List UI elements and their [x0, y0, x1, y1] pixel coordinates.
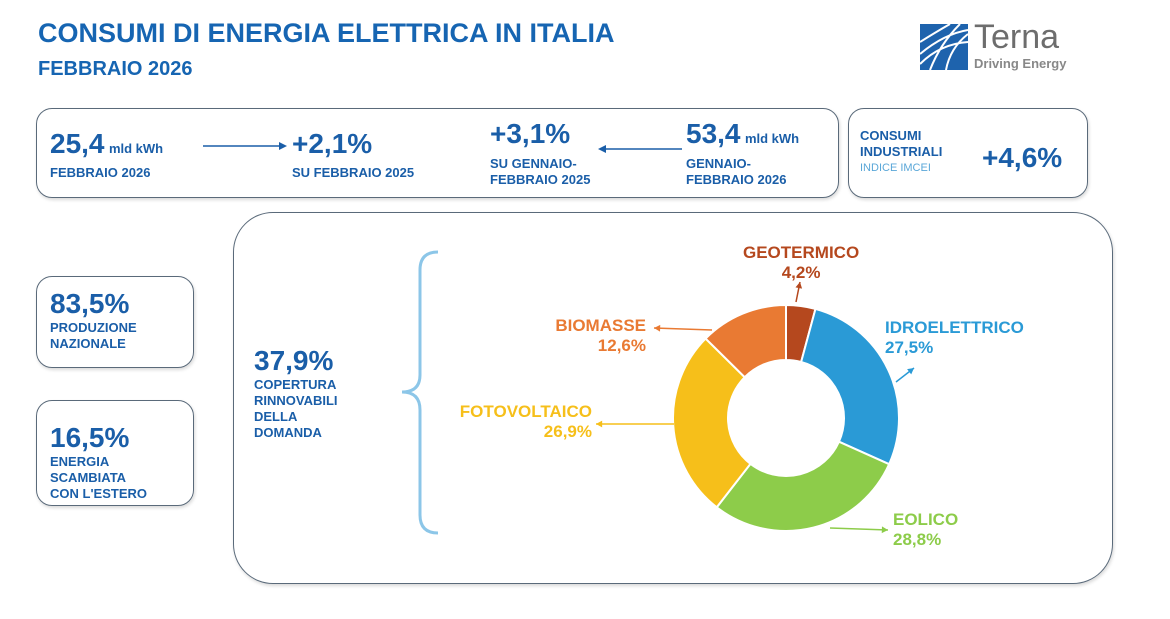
- month-value: 25,4: [50, 128, 105, 159]
- label-fotovoltaico: FOTOVOLTAICO: [459, 402, 592, 421]
- logo-name: Terna: [974, 18, 1060, 56]
- renew-label-2: RINNOVABILI: [254, 393, 338, 408]
- ytd-unit: mld kWh: [744, 131, 800, 146]
- leader-eolico: [829, 527, 889, 531]
- leader-biomasse: [653, 327, 713, 331]
- value-biomasse: 12,6%: [597, 336, 646, 355]
- arrowhead-biomasse: [654, 324, 661, 332]
- prod-value: 83,5%: [50, 288, 130, 319]
- ytd-label-1: GENNAIO-: [686, 156, 751, 171]
- production-box: [36, 276, 194, 368]
- exchange-box: [36, 400, 194, 506]
- ytd-value: 53,4: [686, 118, 741, 149]
- renew-value: 37,9%: [254, 345, 334, 376]
- arrowhead-geotermico: [795, 282, 803, 289]
- value-idroelettrico: 27,5%: [885, 338, 934, 357]
- month-change-label: SU FEBBRAIO 2025: [292, 165, 415, 180]
- renew-label-4: DOMANDA: [254, 425, 322, 440]
- month-unit: mld kWh: [108, 141, 164, 156]
- arrow-left-icon: [598, 145, 682, 153]
- arrowhead-fotovoltaico: [596, 420, 603, 428]
- slice-eolico: [715, 440, 891, 532]
- month-change: +2,1%: [292, 128, 373, 159]
- label-idroelettrico: IDROELETTRICO: [885, 318, 1024, 337]
- ytd-label-2: FEBBRAIO 2026: [686, 172, 787, 187]
- renew-label-3: DELLA: [254, 409, 298, 424]
- prod-label-1: PRODUZIONE: [50, 320, 137, 335]
- logo-tagline: Driving Energy: [974, 56, 1067, 71]
- slice-fotovoltaico: [672, 337, 752, 509]
- arrow-right-icon: [203, 142, 287, 150]
- renew-label-1: COPERTURA: [254, 377, 337, 392]
- ind-label-2: INDUSTRIALI: [860, 144, 943, 159]
- page-title: CONSUMI DI ENERGIA ELETTRICA IN ITALIA: [38, 18, 615, 48]
- label-geotermico: GEOTERMICO: [743, 243, 860, 262]
- label-biomasse: BIOMASSE: [555, 316, 646, 335]
- ind-sub: INDICE IMCEI: [860, 162, 931, 174]
- label-eolico: EOLICO: [893, 510, 959, 529]
- ytd-change-label-1: SU GENNAIO-: [490, 156, 577, 171]
- prod-label-2: NAZIONALE: [50, 336, 126, 351]
- terna-logo-icon: [920, 24, 968, 70]
- month-label: FEBBRAIO 2026: [50, 165, 151, 180]
- brace-icon: [401, 250, 439, 535]
- value-fotovoltaico: 26,9%: [543, 422, 592, 441]
- slice-idroelettrico: [799, 307, 900, 466]
- arrowhead-eolico: [881, 526, 888, 534]
- exch-label-1: ENERGIA: [50, 454, 110, 469]
- renewables-panel: [233, 212, 1113, 584]
- ytd-change-label-2: FEBBRAIO 2025: [490, 172, 591, 187]
- industrial-box: [848, 108, 1088, 198]
- terna-logo: Terna Driving Energy: [920, 18, 1090, 72]
- exch-label-3: CON L'ESTERO: [50, 486, 147, 501]
- value-eolico: 28,8%: [893, 530, 942, 549]
- arrowhead-idroelettrico: [907, 368, 914, 375]
- kpi-box: [36, 108, 839, 198]
- value-geotermico: 4,2%: [781, 263, 821, 282]
- exch-label-2: SCAMBIATA: [50, 470, 127, 485]
- ind-label-1: CONSUMI: [860, 128, 922, 143]
- exch-value: 16,5%: [50, 422, 130, 453]
- ytd-change: +3,1%: [490, 118, 571, 149]
- ind-value: +4,6%: [982, 142, 1063, 173]
- page-subtitle: FEBBRAIO 2026: [38, 58, 193, 80]
- slice-biomasse: [704, 303, 787, 379]
